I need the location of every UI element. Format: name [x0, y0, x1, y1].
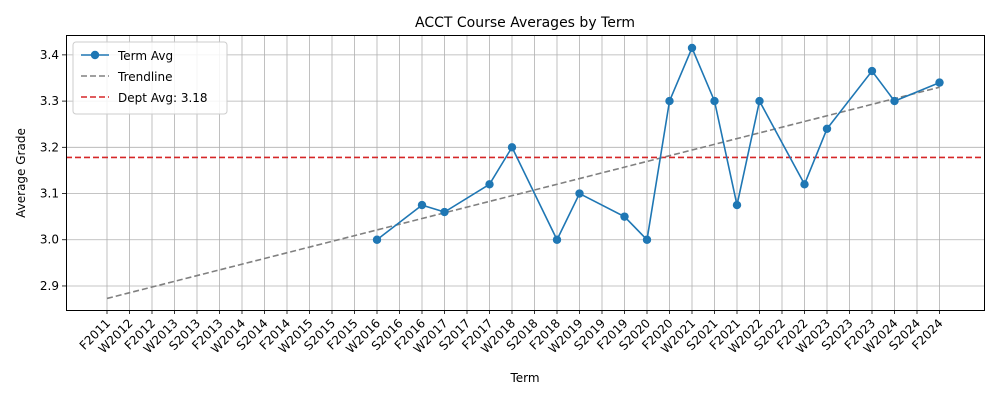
term-avg-point — [552, 235, 562, 244]
term-avg-point — [620, 212, 629, 221]
term-avg-point — [417, 200, 427, 210]
term-avg-point — [665, 96, 674, 106]
term-avg-point — [935, 78, 944, 87]
term-avg-point — [822, 124, 832, 134]
y-tick-label: 2.9 — [40, 279, 59, 293]
legend-term-avg-marker — [90, 50, 100, 60]
y-axis: 2.9 3.0 3.1 3.2 3.3 3.4 — [40, 48, 66, 293]
legend-box — [72, 41, 228, 115]
chart-title: ACCT Course Averages by Term — [415, 15, 635, 31]
y-axis-label: Average Grade — [14, 128, 28, 218]
y-tick-label: 3.1 — [40, 187, 59, 201]
term-avg-line — [376, 45, 940, 242]
legend-trendline-label: Trendline — [117, 70, 173, 84]
plot-frame — [66, 35, 985, 311]
term-avg-point — [732, 200, 742, 210]
term-avg-point — [710, 96, 719, 106]
term-avg-point — [642, 235, 652, 244]
term-avg-point — [485, 180, 494, 189]
legend-dept-avg-label: Dept Avg: 3.18 — [118, 91, 208, 105]
y-tick-label: 3.0 — [40, 233, 59, 247]
term-avg-point — [372, 235, 382, 244]
y-tick-label: 3.2 — [40, 140, 59, 154]
y-tick-label: 3.4 — [40, 48, 59, 62]
term-avg-point — [507, 143, 517, 152]
term-avg-point — [755, 96, 764, 106]
x-axis: F2011W2012F2012W2013S2013F2013W2014S2014… — [77, 310, 946, 356]
y-tick-label: 3.3 — [40, 94, 59, 108]
term-avg-point — [440, 207, 449, 217]
trendline — [106, 86, 940, 300]
term-avg-point — [575, 189, 584, 198]
term-avg-point — [687, 43, 697, 53]
legend-term-avg-label: Term Avg — [117, 49, 173, 63]
series-layer — [66, 43, 984, 300]
term-avg-point — [867, 66, 877, 76]
term-avg-point — [800, 180, 809, 189]
legend: Term Avg Trendline Dept Avg: 3.18 — [72, 41, 228, 115]
term-avg-point — [890, 96, 899, 106]
x-axis-label: Term — [509, 371, 539, 385]
